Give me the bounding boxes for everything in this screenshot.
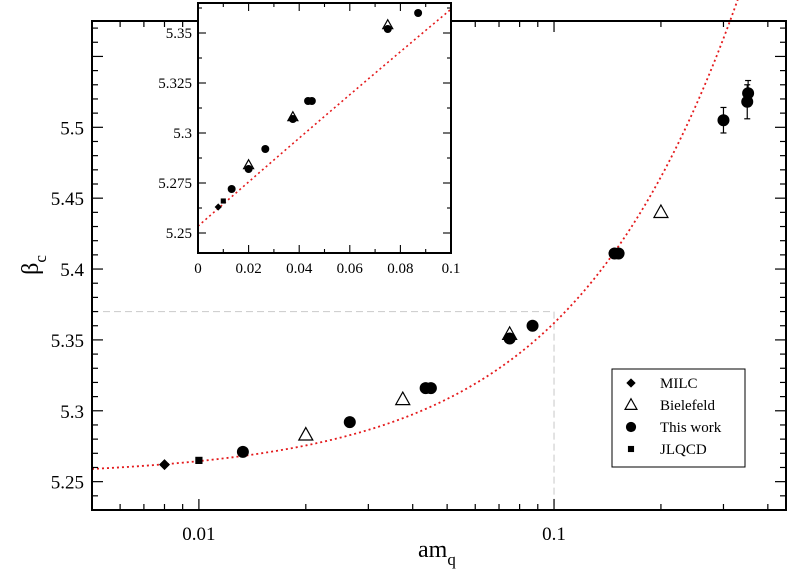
y-axis-title-main: β — [18, 263, 44, 275]
inset-point-this-work — [414, 9, 423, 17]
inset-x-tick-label: 0.02 — [235, 261, 261, 277]
legend-label-milc: MILC — [660, 376, 698, 392]
y-tick-label: 5.3 — [60, 402, 84, 423]
legend-marker-this-work — [625, 421, 637, 433]
legend-marker-bielefeld — [624, 397, 638, 410]
inset-x-ticks: 0 0.02 0.04 0.06 0.08 0.1 — [194, 3, 460, 277]
data-point-this-work — [236, 445, 249, 458]
inset-x-tick-label: 0.04 — [286, 261, 313, 277]
x-axis-title-sub: q — [447, 550, 456, 569]
inset-fit-curve-line — [197, 8, 452, 227]
main-y-ticks: 5.25 5.3 5.35 5.4 5.45 5.5 — [51, 27, 786, 511]
legend-marker-jlqcd — [627, 445, 635, 453]
inset-y-tick-label: 5.25 — [166, 226, 192, 242]
x-tick-label: 0.01 — [182, 524, 215, 545]
data-point-bielefeld — [652, 203, 669, 219]
data-point-this-work — [717, 114, 730, 127]
y-tick-label: 5.35 — [51, 331, 84, 352]
legend-label-jlqcd: JLQCD — [660, 442, 707, 458]
inset-x-tick-label: 0.1 — [442, 261, 461, 277]
data-point-this-work — [742, 87, 755, 100]
data-point-bielefeld — [297, 426, 314, 441]
data-point-this-work — [343, 416, 356, 429]
main-data-points — [158, 79, 755, 471]
data-point-this-work — [612, 247, 625, 260]
legend: MILC Bielefeld This work JLQCD — [611, 368, 746, 468]
inset-background — [198, 3, 451, 253]
inset-point-this-work — [227, 185, 236, 193]
y-tick-label: 5.4 — [60, 260, 84, 281]
data-point-bielefeld — [394, 390, 411, 406]
data-point-milc — [158, 459, 170, 471]
y-tick-label: 5.45 — [51, 189, 84, 210]
fit-curve-line — [91, 0, 739, 470]
inset-point-this-work — [383, 25, 392, 33]
inset-y-tick-label: 5.275 — [158, 176, 192, 192]
legend-marker-milc — [626, 378, 636, 388]
inset-y-tick-label: 5.3 — [173, 126, 192, 142]
y-axis-title: βc — [18, 255, 50, 275]
legend-label-bielefeld: Bielefeld — [660, 398, 715, 414]
legend-box — [611, 368, 746, 468]
legend-label-this-work: This work — [660, 420, 722, 436]
y-tick-label: 5.5 — [60, 118, 84, 139]
inset-y-tick-label: 5.325 — [158, 76, 192, 92]
data-point-jlqcd — [195, 456, 203, 464]
inset-x-tick-label: 0.08 — [387, 261, 413, 277]
inset-point-this-work — [244, 165, 253, 173]
inset-x-tick-label: 0.06 — [337, 261, 364, 277]
x-axis-title-main: am — [418, 537, 448, 563]
inset-x-tick-label: 0 — [194, 261, 202, 277]
y-axis-title-sub: c — [31, 255, 50, 263]
inset-point-this-work — [261, 145, 270, 153]
inset-y-tick-label: 5.35 — [166, 26, 192, 42]
inset-data-points — [214, 9, 423, 211]
y-tick-label: 5.25 — [51, 473, 84, 494]
inset-point-jlqcd — [220, 198, 226, 204]
reference-lines — [92, 310, 555, 510]
data-point-this-work — [526, 319, 539, 332]
data-point-this-work — [424, 382, 437, 395]
inset-point-this-work — [307, 97, 316, 105]
inset-point-this-work — [288, 115, 297, 123]
inset-point-milc — [214, 203, 222, 211]
data-point-this-work — [503, 332, 516, 345]
fit-curve — [91, 0, 739, 470]
x-axis-title: amq — [418, 537, 456, 569]
inset-plot: 0 0.02 0.04 0.06 0.08 0.1 5.255.2755.35.3255.… — [158, 2, 460, 277]
x-tick-label: 0.1 — [542, 524, 566, 545]
inset-fit-curve — [197, 8, 452, 227]
inset-y-ticks: 5.25 5.275 5.3 5.325 5.35 — [158, 7, 451, 242]
